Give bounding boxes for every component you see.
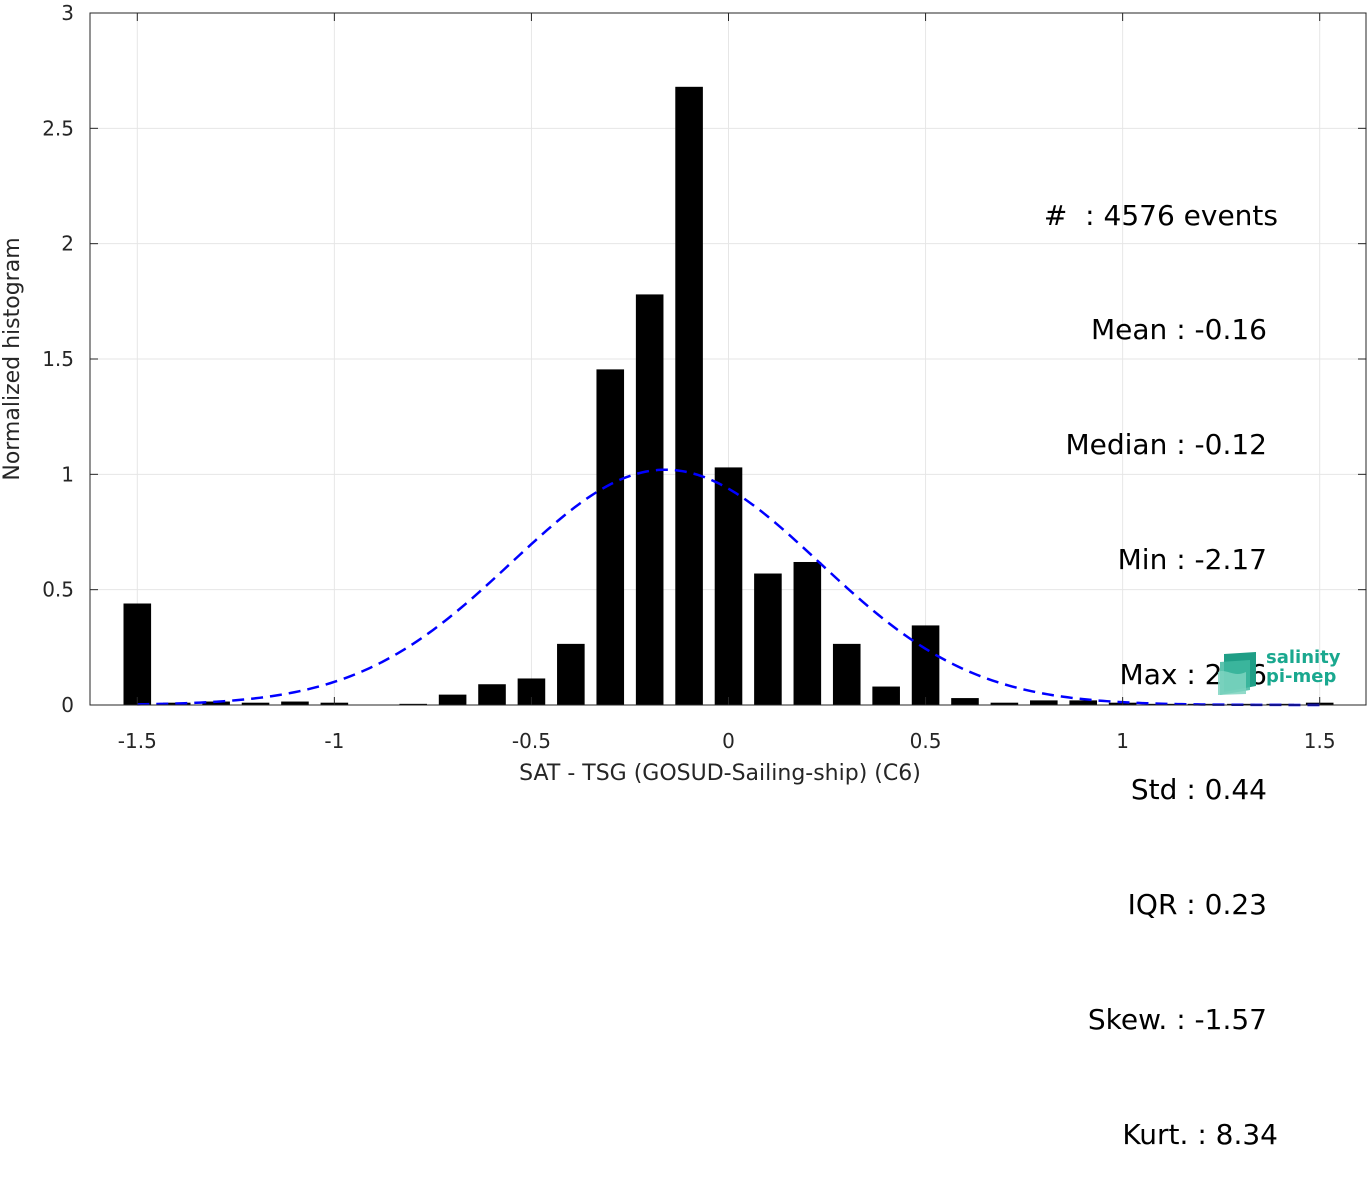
stats-min: Min : -2.17 — [1117, 543, 1267, 577]
x-tick-label: 0.5 — [910, 729, 942, 753]
histogram-bar — [596, 369, 625, 705]
stats-skew: Skew. : -1.57 — [1087, 1002, 1267, 1036]
histogram-bar — [241, 702, 270, 705]
axis-ticks: -1.5 -1 -0.5 0 0.5 1 1.5 0 0.5 1 1.5 2 2.5 3 — [42, 1, 1366, 753]
histogram-bar — [478, 684, 506, 705]
stats-iqr: IQR : 0.23 — [1127, 887, 1267, 921]
histogram-bar — [675, 86, 703, 705]
logo-text-pi-mep: pi-mep — [1266, 666, 1337, 687]
histogram-bar — [202, 701, 230, 705]
x-tick-label: -1 — [324, 729, 344, 753]
logo-text-salinity: salinity — [1266, 647, 1341, 668]
x-tick-label: -1.5 — [118, 729, 157, 753]
x-tick-label: 0 — [722, 729, 735, 753]
wave-logo-icon — [1218, 652, 1256, 695]
stats-kurt: Kurt. : 8.34 — [1122, 1117, 1278, 1151]
histogram-bar — [557, 643, 585, 705]
stats-mean: Mean : -0.16 — [1091, 313, 1267, 347]
histogram-bar — [951, 698, 979, 705]
histogram-bar — [793, 561, 822, 705]
x-axis-label: SAT - TSG (GOSUD-Sailing-ship) (C6) — [519, 761, 921, 786]
salinity-pi-mep-logo: salinity pi-mep — [1216, 646, 1346, 695]
histogram-bar — [832, 643, 861, 705]
histogram-bar — [635, 294, 664, 705]
histogram-bar — [1069, 700, 1098, 705]
y-tick-label: 1.5 — [42, 347, 74, 371]
histogram-bar — [990, 702, 1019, 705]
y-tick-label: 3 — [61, 1, 74, 25]
stats-std: Std : 0.44 — [1130, 773, 1267, 807]
histogram-bar — [1030, 700, 1058, 705]
x-tick-label: 1 — [1116, 729, 1129, 753]
y-tick-label: 2.5 — [42, 116, 74, 140]
histogram-bar — [438, 694, 467, 705]
x-tick-label: -0.5 — [512, 729, 551, 753]
histogram-bar — [123, 603, 152, 705]
y-tick-label: 1 — [61, 462, 74, 486]
y-tick-label: 2 — [61, 232, 74, 256]
histogram-bar — [281, 701, 309, 705]
y-tick-label: 0 — [61, 693, 74, 717]
x-tick-label: 1.5 — [1304, 729, 1336, 753]
y-axis-label: Normalized histogram — [0, 237, 25, 480]
histogram-chart: -1.5 -1 -0.5 0 0.5 1 1.5 0 0.5 1 1.5 2 2.5 3 SAT - TS… — [0, 1, 1367, 786]
y-tick-label: 0.5 — [42, 578, 74, 602]
histogram-bar — [714, 467, 743, 705]
histogram-bar — [911, 625, 940, 705]
stats-median: Median : -0.12 — [1065, 428, 1267, 462]
stats-events-count: # : 4576 events — [1043, 198, 1278, 232]
histogram-bar — [872, 686, 900, 705]
histogram-bar — [754, 573, 782, 705]
